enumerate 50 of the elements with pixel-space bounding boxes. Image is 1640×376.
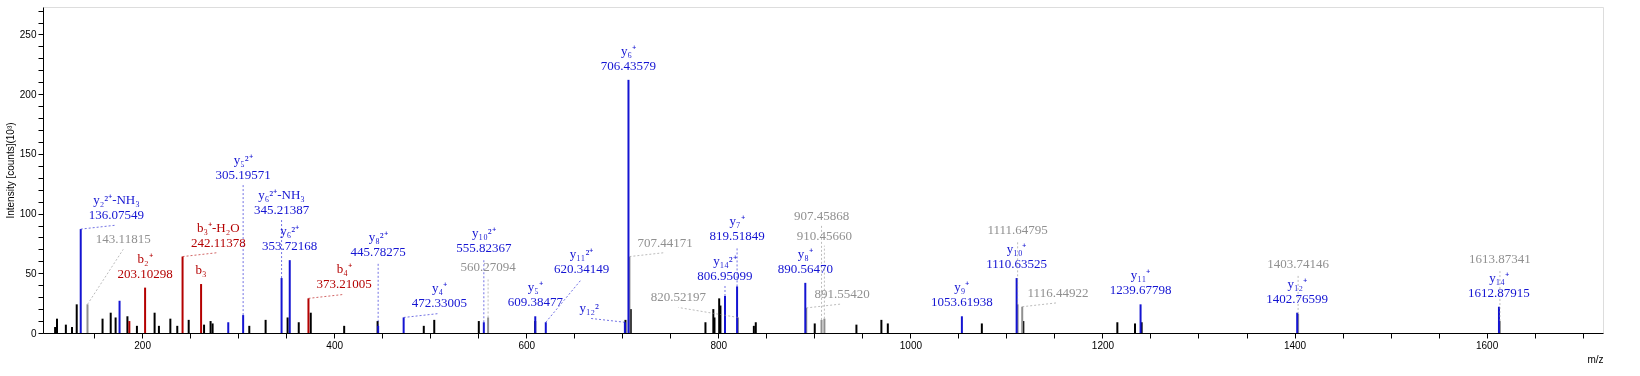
annotation: 910.45660	[796, 227, 853, 243]
annotation: y₁₀⁺ 1110.63525	[986, 241, 1048, 272]
annotation: y₇⁺ 819.51849	[709, 213, 765, 244]
annotation: b₃⁺-H₂O 242.11378	[190, 219, 246, 250]
x-tick-label: 1000	[899, 339, 923, 351]
annotation: 1116.44922	[1027, 284, 1089, 300]
x-axis-title: m/z	[1587, 353, 1604, 365]
y-tick-label: 50	[25, 267, 37, 279]
y-tick-label: 250	[19, 28, 37, 40]
annotation: 820.52197	[650, 289, 707, 305]
x-tick-label: 1200	[1091, 339, 1115, 351]
annotation: y₄⁺ 472.33005	[411, 280, 468, 311]
annotation: y₅⁺ 609.38477	[507, 279, 564, 310]
annotation: y₆²⁺ 353.72168	[262, 223, 318, 254]
x-tick-label: 1400	[1283, 339, 1307, 351]
annotation: y₂²⁺-NH₃ 136.07549	[88, 192, 145, 223]
y-tick-label: 100	[19, 208, 37, 220]
annotation: y₁₂⁺ 1402.76599	[1266, 275, 1329, 306]
annotation: y₈⁺ 890.56470	[777, 245, 833, 276]
y-axis-title: Intensity [counts](10³)	[4, 122, 16, 219]
y-tick-label: 150	[19, 148, 37, 160]
annotation: 143.11815	[95, 231, 151, 247]
annotation: y₈²⁺ 445.78275	[350, 228, 406, 259]
annotation: y₅²⁺ 305.19571	[215, 152, 271, 183]
annotation: b₂⁺ 203.10298	[117, 250, 173, 281]
annotation: b₄⁺ 373.21005	[316, 261, 372, 292]
annotation: y₁₀²⁺ 555.82367	[456, 225, 512, 256]
annotation: y₉⁺ 1053.61938	[931, 279, 993, 310]
annotation: y₁₄⁺ 1612.87915	[1468, 269, 1530, 300]
annotation: y₁₄²⁺ 806.95099	[697, 252, 753, 283]
annotation: 707.44171	[637, 234, 693, 250]
x-tick-label: 800	[710, 339, 728, 351]
annotation: y₆⁺ 706.43579	[600, 42, 657, 73]
annotation: y₆²⁺-NH₃ 345.21387	[253, 187, 310, 218]
annotation: 1403.74146	[1267, 255, 1330, 271]
x-tick-label: 600	[518, 339, 536, 351]
annotation: 891.55420	[814, 285, 870, 301]
annotation: 907.45868	[793, 207, 850, 223]
x-tick-label: 200	[134, 339, 152, 351]
x-tick-label: 1600	[1475, 339, 1499, 351]
annotation: 560.27094	[460, 259, 517, 275]
annotation: 1111.64795	[987, 222, 1048, 238]
y-tick-label: 200	[19, 88, 37, 100]
annotation: y₁₂²	[579, 300, 599, 316]
annotation: y₁₁²⁺ 620.34149	[553, 246, 610, 277]
x-tick-label: 400	[326, 339, 344, 351]
annotation: b₃	[195, 262, 207, 278]
annotation: 1613.87341	[1469, 251, 1531, 267]
y-tick-label: 0	[30, 327, 37, 339]
annotation: y₁₁⁺ 1239.67798	[1109, 267, 1172, 298]
